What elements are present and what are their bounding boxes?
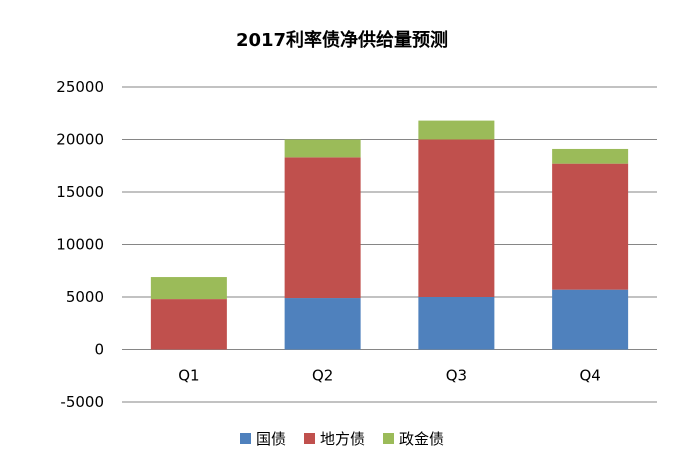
- bar-segment: [552, 163, 629, 290]
- bar-segment: [552, 148, 629, 164]
- y-tick-label: 0: [94, 341, 104, 359]
- legend-item: 国债: [239, 428, 286, 449]
- bar-segment: [150, 299, 227, 350]
- y-tick-label: 5000: [66, 288, 104, 306]
- legend-label: 国债: [255, 430, 286, 448]
- chart-title: 2017利率债净供给量预测: [235, 30, 449, 51]
- x-tick-label: Q3: [446, 367, 467, 385]
- y-tick-label: 10000: [56, 236, 104, 254]
- y-tick-label: -5000: [60, 393, 104, 411]
- bar-segment: [418, 139, 495, 297]
- legend: 国债 地方债 政金债: [0, 428, 684, 449]
- x-tick-label: Q4: [579, 367, 600, 385]
- bar-segment: [284, 139, 361, 158]
- legend-label: 政金债: [399, 430, 445, 448]
- y-tick-label: 20000: [56, 131, 104, 149]
- legend-label: 地方债: [319, 430, 365, 448]
- bar-segment: [418, 297, 495, 350]
- bar-segment: [552, 289, 629, 350]
- legend-swatch: [383, 433, 394, 444]
- bar-segment: [418, 120, 495, 140]
- bar-segment: [284, 298, 361, 350]
- bar-segment: [150, 277, 227, 300]
- y-tick-label: 25000: [56, 78, 104, 96]
- bar-segment: [284, 157, 361, 299]
- y-tick-label: 15000: [56, 183, 104, 201]
- legend-swatch: [303, 433, 315, 444]
- x-tick-label: Q2: [312, 367, 333, 385]
- x-tick-label: Q1: [178, 367, 199, 385]
- legend-item: 政金债: [383, 428, 444, 449]
- legend-swatch: [239, 433, 251, 444]
- legend-item: 地方债: [303, 428, 365, 449]
